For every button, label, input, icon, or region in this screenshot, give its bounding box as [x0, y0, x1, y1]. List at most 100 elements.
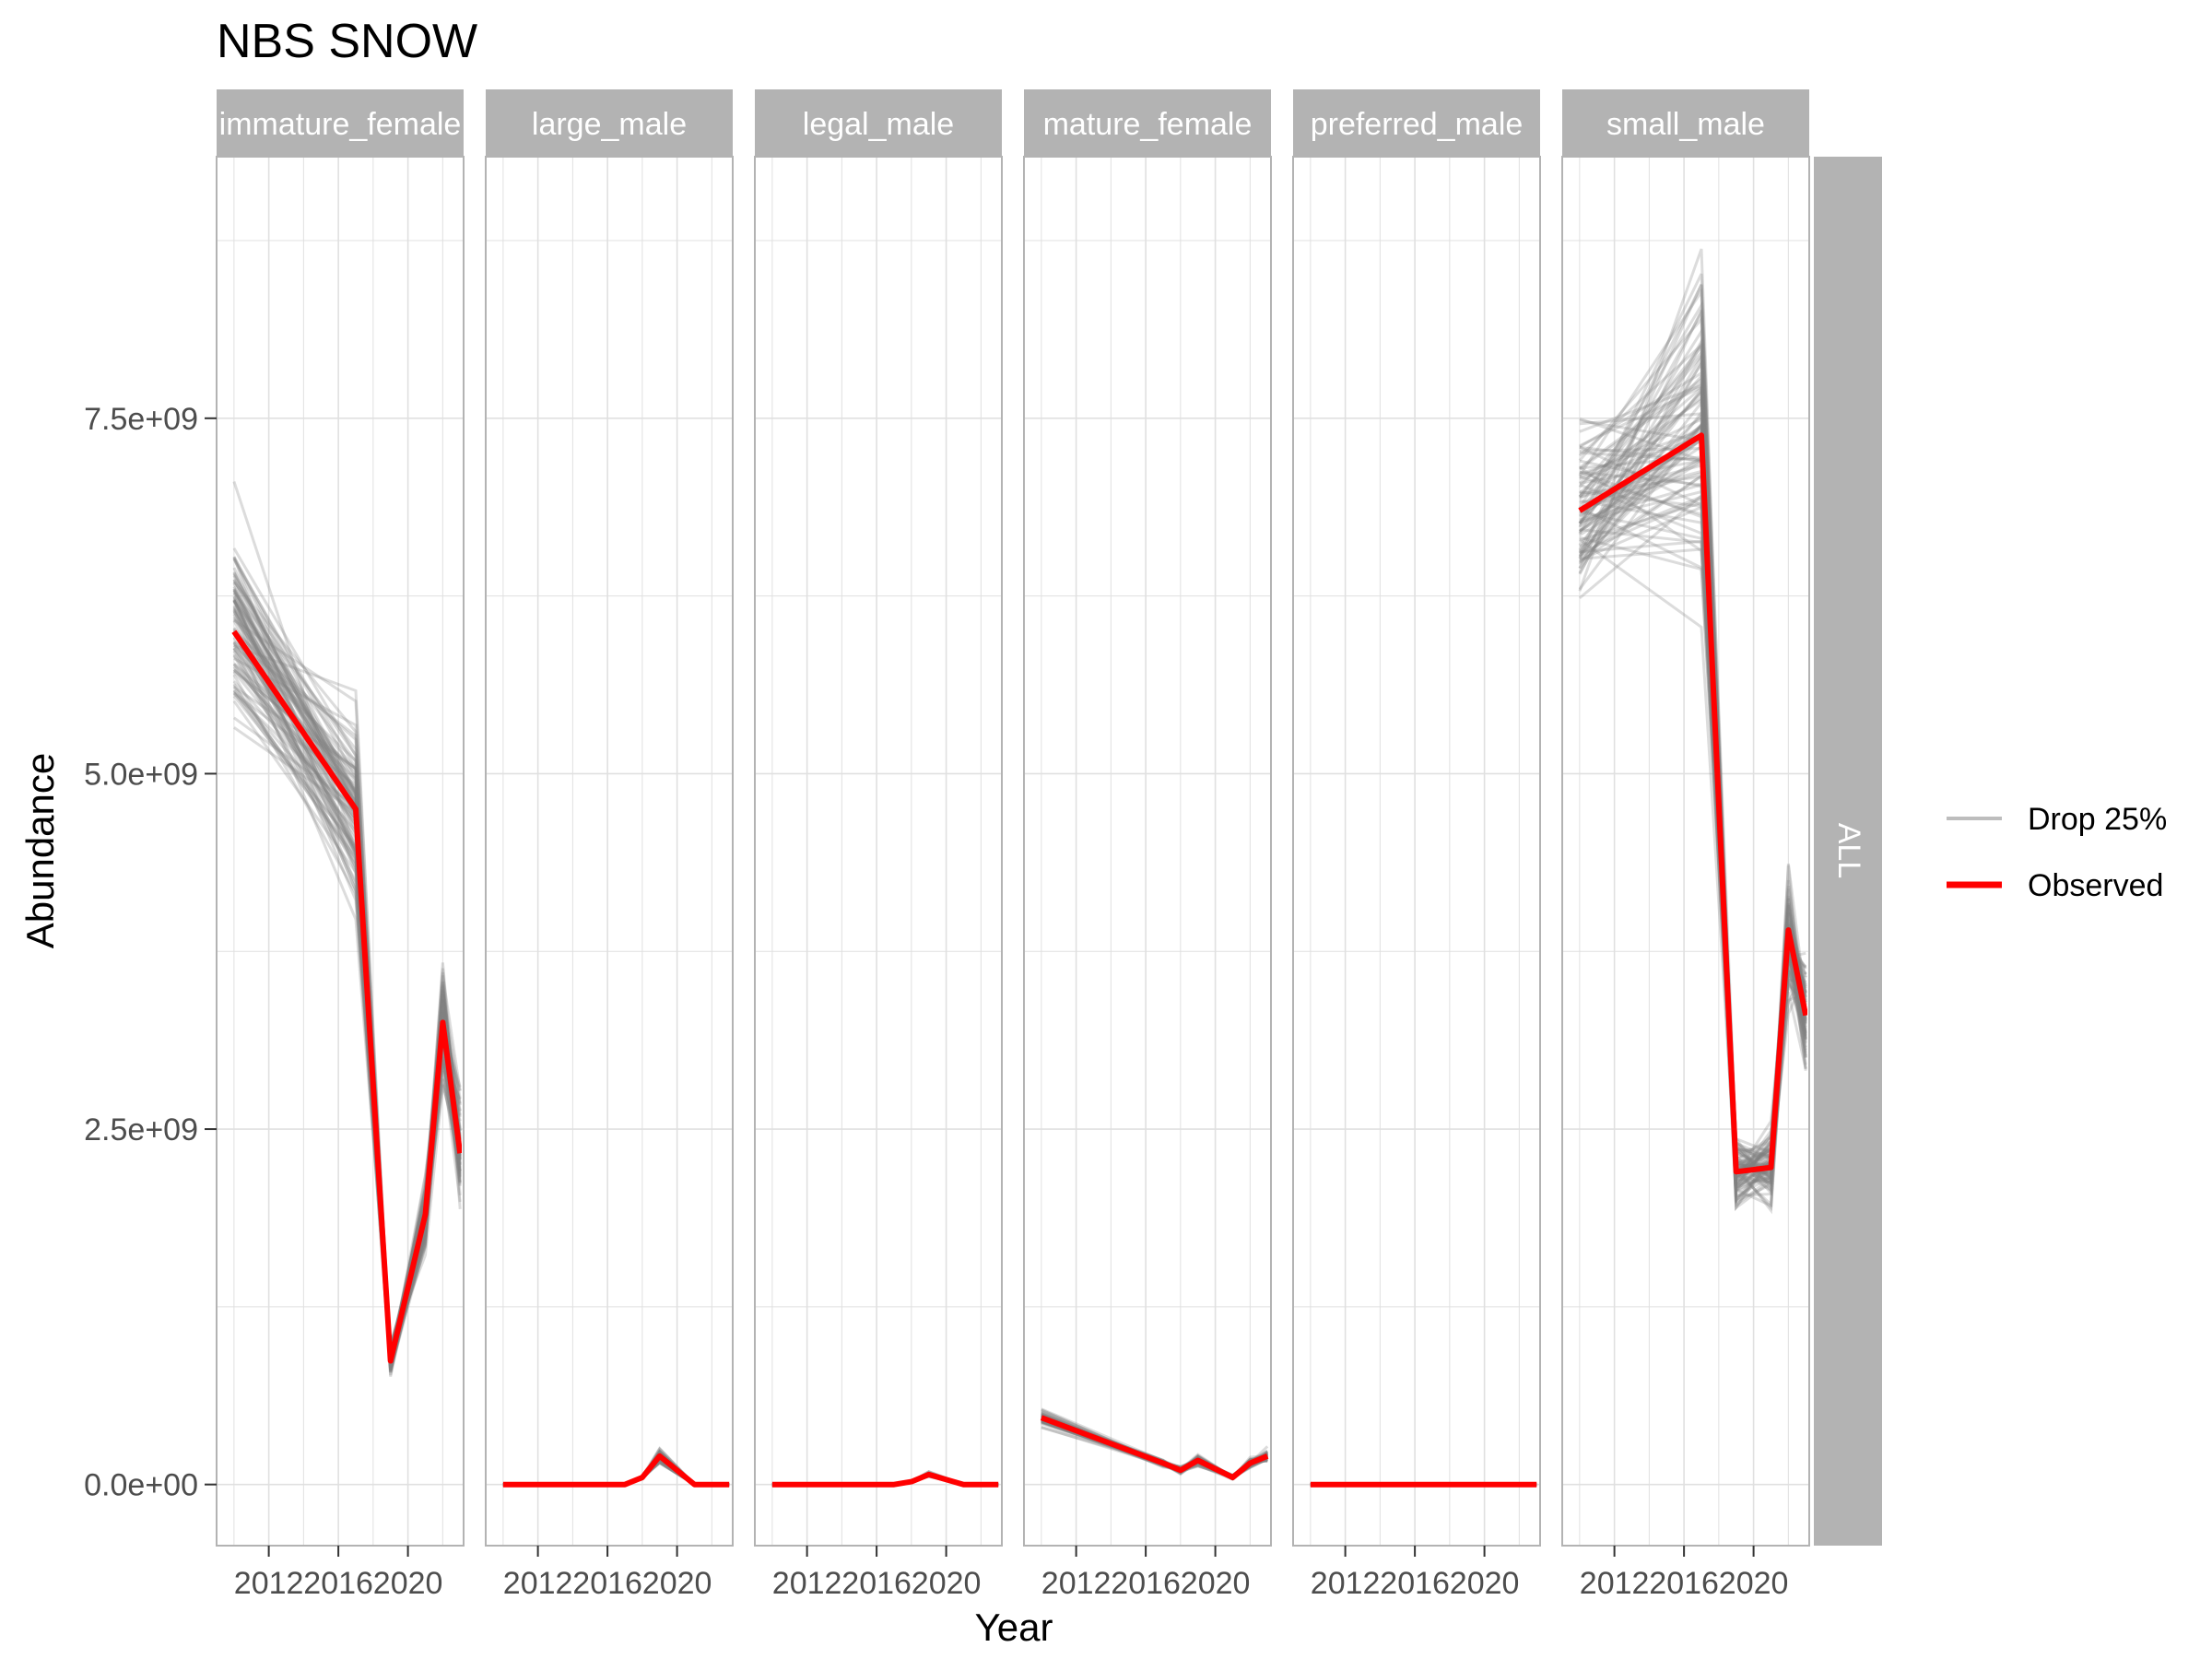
facet-strip-label: mature_female: [1043, 107, 1253, 142]
x-tick-label: 2012: [503, 1566, 573, 1601]
panel-border: [754, 156, 1003, 1547]
drop-25-line: [1579, 469, 1807, 1197]
x-tick-label: 2016: [572, 1566, 642, 1601]
panel-data: [502, 1445, 730, 1488]
drop-25-line: [1579, 458, 1807, 1182]
panel-data: [771, 1469, 999, 1488]
panel-background: [1024, 157, 1271, 1546]
drop-25-line: [1579, 470, 1807, 1158]
observed-line: [502, 1453, 730, 1488]
x-tick-label: 2020: [1181, 1566, 1251, 1601]
drop-25-line: [1041, 1414, 1268, 1479]
facet-strip-label: immature_female: [219, 107, 462, 142]
panel-border: [216, 156, 465, 1547]
observed-line: [1578, 432, 1807, 1175]
drop-25-line: [1578, 385, 1807, 1196]
drop-25-line: [1579, 429, 1807, 1166]
drop-25-line: [1579, 464, 1807, 1182]
legend-label-observed: Observed: [2028, 868, 2163, 903]
y-tick-label: 2.5e+09: [84, 1112, 198, 1147]
drop-25-line: [232, 629, 462, 1347]
panel-background: [217, 157, 464, 1546]
drop-25-line: [1579, 412, 1807, 1189]
drop-25-line: [1578, 300, 1807, 1182]
drop-25-line: [1578, 343, 1807, 1172]
x-tick-label: 2020: [373, 1566, 443, 1601]
drop-25-line: [1578, 358, 1807, 1182]
drop-25-line: [1579, 475, 1807, 1159]
x-tick-label: 2020: [1450, 1566, 1520, 1601]
x-tick-label: 2012: [234, 1566, 304, 1601]
drop-25-line: [1578, 336, 1807, 1192]
x-tick-label: 2016: [1380, 1566, 1450, 1601]
facet-strip: [1024, 89, 1271, 157]
y-tick-label: 5.0e+09: [84, 757, 198, 792]
drop-25-line: [1578, 309, 1807, 1190]
observed-line: [1040, 1415, 1269, 1480]
panel-data: [1040, 1407, 1269, 1481]
panel-grid: [755, 157, 1002, 1546]
facet-strip: [217, 89, 464, 157]
facet-strip-label: large_male: [532, 107, 687, 142]
drop-25-line: [1579, 482, 1807, 1161]
row-strip-background: [1814, 157, 1882, 1546]
drop-25-line: [1578, 408, 1807, 1199]
drop-25-line: [1579, 473, 1807, 1195]
panel-background: [486, 157, 733, 1546]
plot-title: NBS SNOW: [217, 15, 477, 68]
panel-grid: [1562, 157, 1809, 1546]
drop-25-line: [1579, 434, 1807, 1208]
drop-25-line: [232, 582, 462, 1366]
x-axis-title: Year: [975, 1606, 1053, 1649]
facet-panel-small-male: small_male 2012 2016 2020: [1561, 89, 1810, 1601]
x-tick-label: 2020: [912, 1566, 982, 1601]
x-tick-label: 2016: [1649, 1566, 1719, 1601]
drop-25-line: [1579, 470, 1807, 1207]
drop-25-line: [1579, 371, 1807, 1212]
drop-25-line: [1578, 248, 1806, 1193]
panel-data: [1578, 248, 1807, 1215]
panel-border: [1292, 156, 1541, 1547]
x-tick-label: 2016: [841, 1566, 912, 1601]
drop-25-line: [1578, 338, 1807, 1176]
drop-25-line: [232, 585, 462, 1371]
panel-background: [1562, 157, 1809, 1546]
facet-strip-label: preferred_male: [1311, 107, 1524, 142]
panel-border: [485, 156, 734, 1547]
drop-25-line: [1578, 388, 1807, 1168]
x-tick-label: 2016: [303, 1566, 373, 1601]
legend: Drop 25% Observed: [1947, 802, 2167, 903]
row-strip: ALL: [1814, 157, 1882, 1546]
drop-25-line: [232, 613, 462, 1372]
row-strip-label: ALL: [1831, 823, 1866, 879]
panel-background: [755, 157, 1002, 1546]
drop-25-line: [232, 588, 462, 1357]
x-tick-label: 2020: [1719, 1566, 1789, 1601]
panel-background: [1293, 157, 1540, 1546]
drop-25-line: [1578, 412, 1807, 1172]
x-tick-label: 2016: [1111, 1566, 1181, 1601]
panel-border: [1561, 156, 1810, 1547]
facet-strip: [1562, 89, 1809, 157]
drop-25-line: [1578, 283, 1807, 1212]
x-tick-label: 2012: [1311, 1566, 1381, 1601]
drop-25-line: [1579, 528, 1807, 1184]
panel-grid: [1024, 157, 1271, 1546]
facet-panel-large-male: large_male 2012 2016 2020: [485, 89, 734, 1601]
panel-grid: [1293, 157, 1540, 1546]
x-tick-label: 2012: [772, 1566, 842, 1601]
drop-25-line: [1579, 475, 1807, 1171]
y-axis: 0.0e+00 2.5e+09 5.0e+09 7.5e+09: [84, 402, 217, 1503]
drop-25-line: [1579, 538, 1807, 1184]
legend-label-drop-25: Drop 25%: [2028, 802, 2167, 837]
facet-panel-legal-male: legal_male 2012 2016 2020: [754, 89, 1003, 1601]
x-tick-label: 2012: [1041, 1566, 1112, 1601]
facet-panel-preferred-male: preferred_male 2012 2016 2020: [1292, 89, 1541, 1601]
facet-strip: [486, 89, 733, 157]
drop-25-line: [1578, 315, 1807, 1191]
drop-25-line: [1579, 490, 1807, 1185]
drop-25-line: [1579, 465, 1807, 1173]
